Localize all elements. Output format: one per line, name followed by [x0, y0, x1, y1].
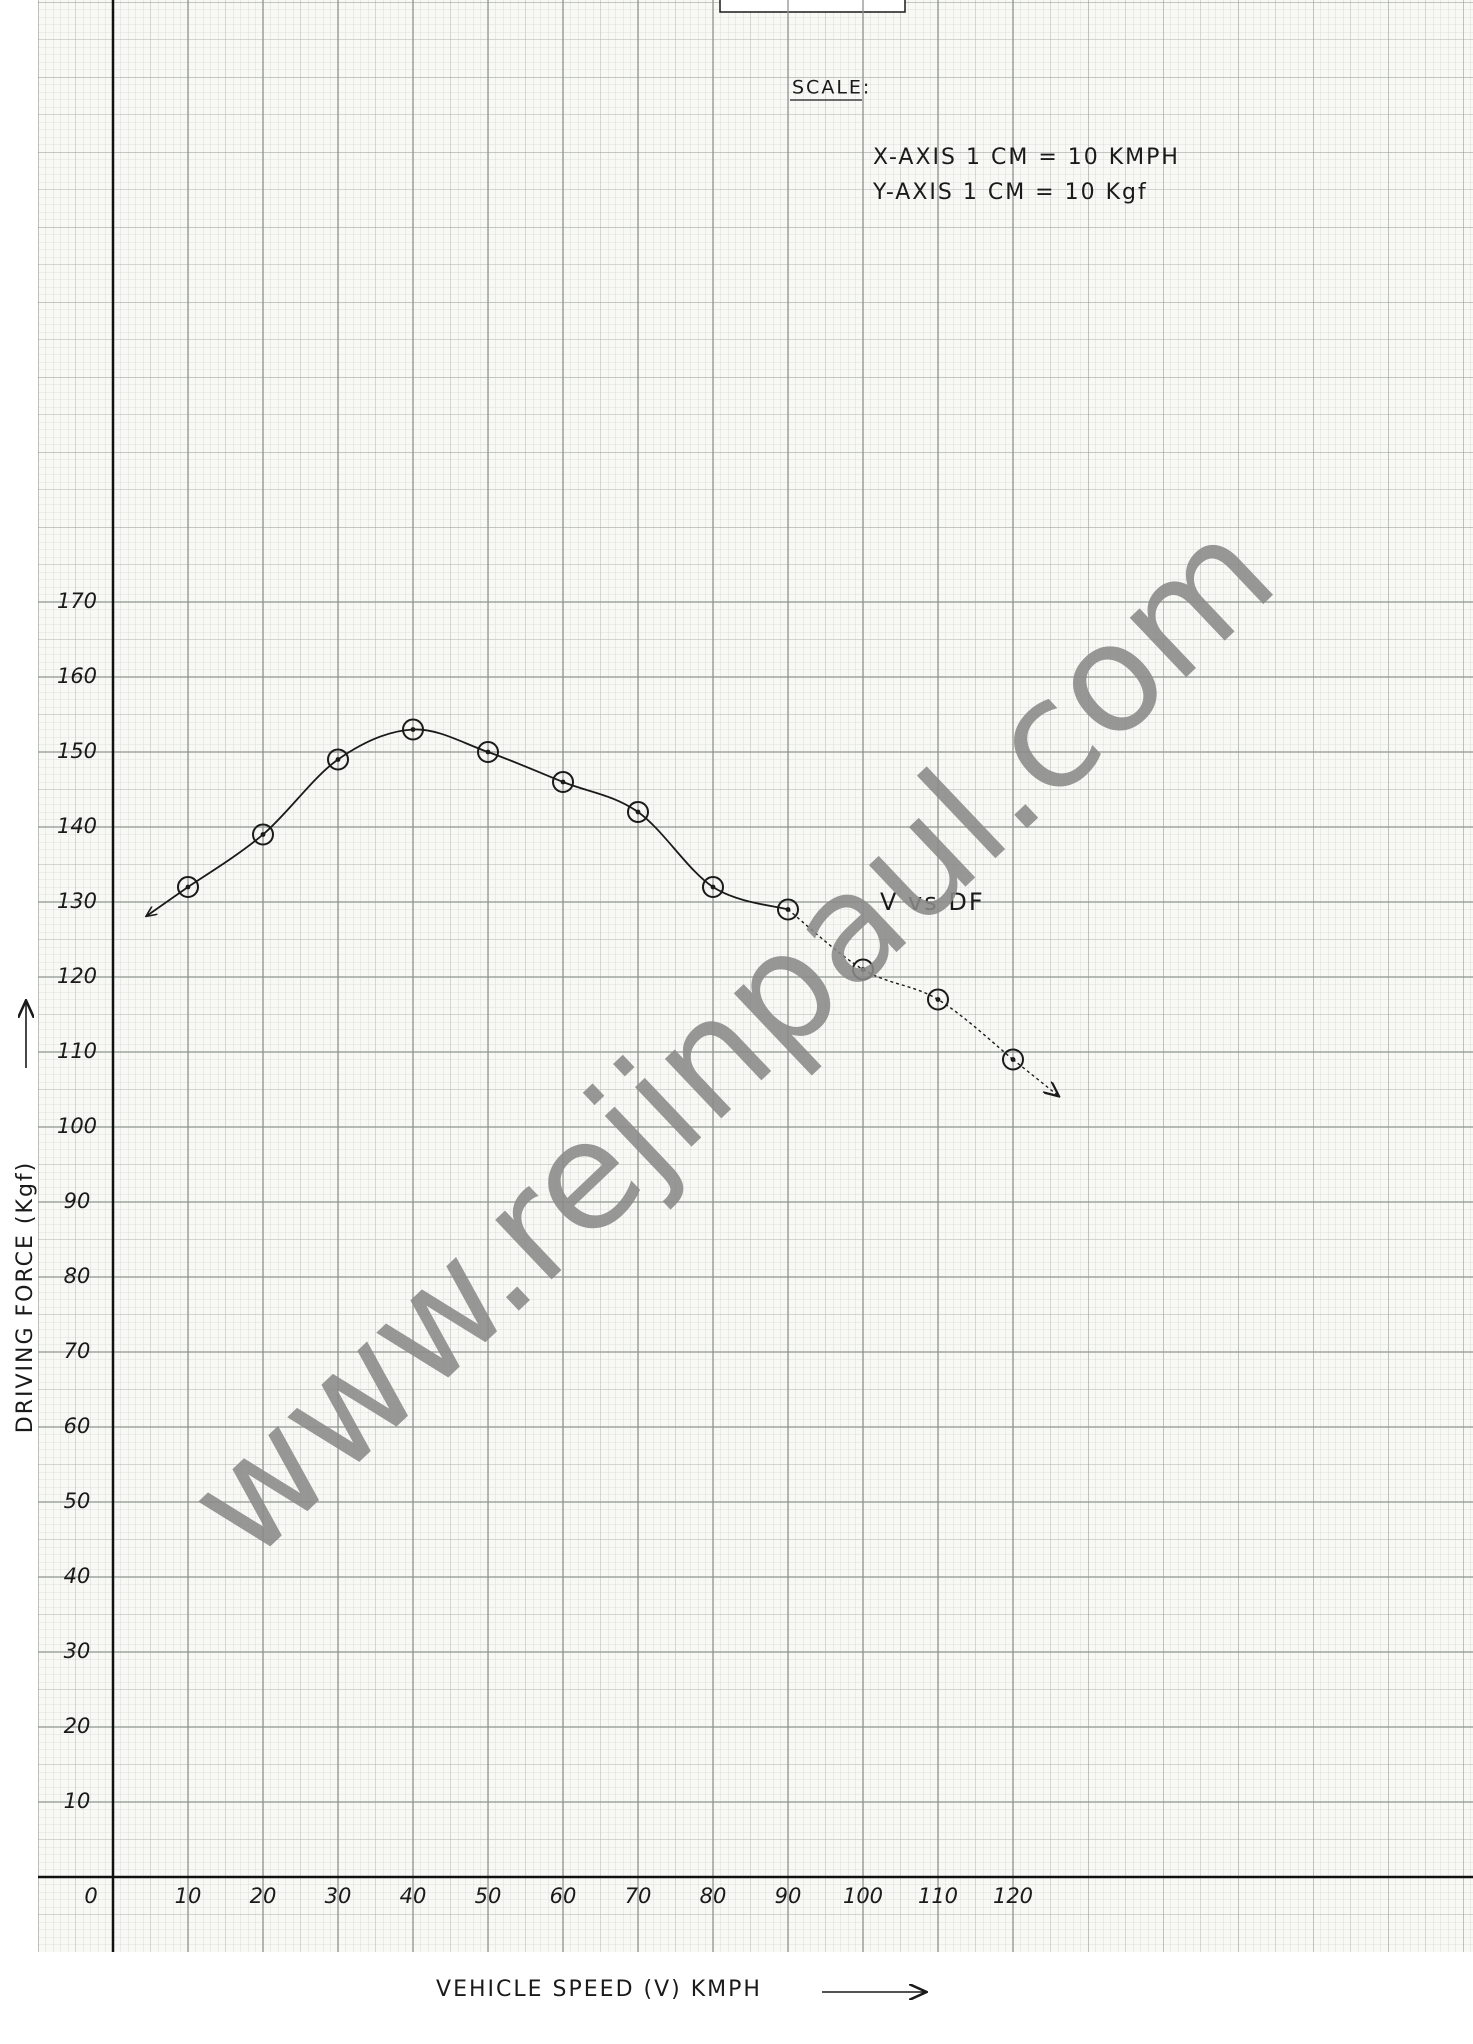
data-point-dot — [261, 832, 266, 837]
y-axis-title: DRIVING FORCE (Kgf) — [13, 1161, 38, 1433]
data-point-dot — [336, 757, 341, 762]
x-tick-label: 110 — [918, 1884, 958, 1908]
y-tick-label: 160 — [57, 664, 97, 688]
y-tick-label: 110 — [57, 1039, 97, 1063]
y-tick-label: 30 — [64, 1639, 91, 1663]
y-tick-label: 130 — [57, 889, 97, 913]
x-tick-label: 20 — [250, 1884, 277, 1908]
y-tick-label: 50 — [64, 1489, 91, 1513]
scale-note: Y-AXIS 1 CM = 10 Kgf — [872, 180, 1148, 205]
data-point-dot — [636, 810, 641, 815]
scale-note: X-AXIS 1 CM = 10 KMPH — [873, 145, 1180, 170]
y-tick-label: 70 — [64, 1339, 91, 1363]
data-point-dot — [486, 750, 491, 755]
y-tick-label: 60 — [64, 1414, 91, 1438]
x-tick-label: 120 — [993, 1884, 1033, 1908]
x-tick-label: 10 — [175, 1884, 202, 1908]
data-point-dot — [1011, 1057, 1016, 1062]
x-axis-title: VEHICLE SPEED (V) KMPH — [436, 1977, 762, 2002]
scale-title: SCALE: — [792, 77, 871, 99]
x-tick-label: 70 — [625, 1884, 652, 1908]
y-tick-label: 100 — [57, 1114, 97, 1138]
y-tick-label: 80 — [64, 1264, 91, 1288]
x-tick-label: 0 — [84, 1884, 97, 1908]
x-tick-label: 30 — [325, 1884, 352, 1908]
y-tick-label: 20 — [64, 1714, 91, 1738]
y-tick-label: 120 — [57, 964, 97, 988]
data-point-dot — [561, 780, 566, 785]
x-tick-label: 40 — [400, 1884, 427, 1908]
y-tick-label: 140 — [57, 814, 97, 838]
y-tick-label: 10 — [64, 1789, 91, 1813]
x-tick-label: 90 — [775, 1884, 802, 1908]
title-box-fragment — [720, 0, 905, 12]
x-tick-label: 100 — [843, 1884, 883, 1908]
y-tick-label: 90 — [64, 1189, 91, 1213]
page: SCALE: X-AXIS 1 CM = 10 KMPH Y-AXIS 1 CM… — [0, 0, 1473, 2044]
data-point-dot — [711, 885, 716, 890]
y-tick-label: 40 — [64, 1564, 91, 1588]
data-point-dot — [186, 885, 191, 890]
x-tick-label: 50 — [475, 1884, 502, 1908]
y-tick-label: 150 — [57, 739, 97, 763]
x-tick-label: 80 — [700, 1884, 727, 1908]
x-tick-label: 60 — [550, 1884, 577, 1908]
y-tick-label: 170 — [57, 589, 97, 613]
chart: SCALE: X-AXIS 1 CM = 10 KMPH Y-AXIS 1 CM… — [0, 0, 1473, 2044]
data-point-dot — [936, 997, 941, 1002]
data-point-dot — [411, 727, 416, 732]
